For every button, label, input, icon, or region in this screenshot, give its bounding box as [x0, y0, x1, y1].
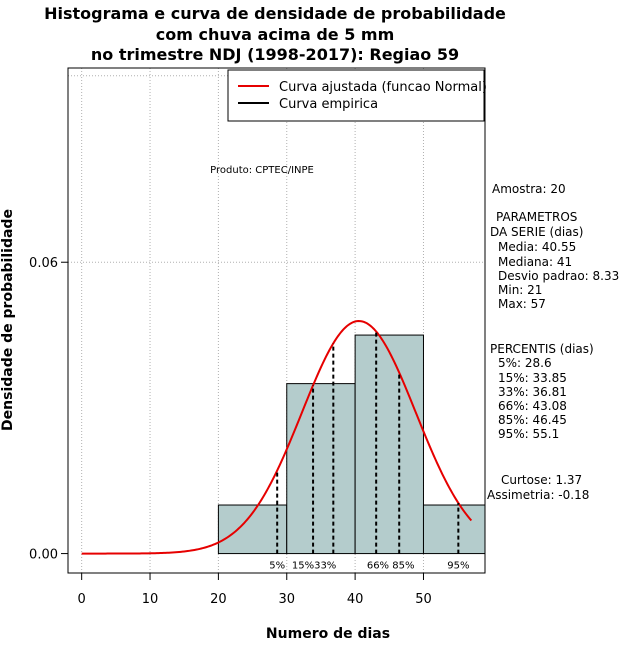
x-axis-title: Numero de dias: [266, 626, 390, 642]
stat-mediana: Mediana: 41: [498, 255, 573, 269]
stat-amostra: Amostra: 20: [492, 182, 566, 196]
percentile-label-2: 66% 85%: [367, 561, 415, 572]
x-tick-label-4: 40: [347, 592, 364, 607]
normal-fit-curve: [81, 320, 473, 555]
y-tick-label-0: 0.00: [29, 548, 58, 563]
stat-media: Media: 40.55: [498, 240, 577, 254]
x-tick-label-2: 20: [210, 592, 227, 607]
stat-parametros-title: PARAMETROS: [496, 210, 578, 224]
x-tick-label-5: 50: [415, 592, 432, 607]
stat-p5: 5%: 28.6: [498, 356, 552, 370]
y-axis-title: Densidade de probabilidade: [0, 209, 16, 431]
chart-title-line-2: com chuva acima de 5 mm: [155, 25, 395, 44]
legend: Curva ajustada (funcao Normal) Curva emp…: [227, 69, 487, 122]
percentile-label-3: 95%: [447, 561, 469, 572]
stat-p95: 95%: 55.1: [498, 427, 560, 441]
stat-max: Max: 57: [498, 297, 546, 311]
stat-curtose: Curtose: 1.37: [501, 473, 583, 487]
percentile-label-1: 15%33%: [292, 561, 336, 572]
stat-p33: 33%: 36.81: [498, 385, 567, 399]
chart-title-line-1: Histograma e curva de densidade de proba…: [44, 4, 506, 23]
y-tick-label-1: 0.06: [29, 256, 58, 271]
stat-assimetria: Assimetria: -0.18: [487, 488, 590, 502]
x-tick-label-1: 10: [142, 592, 159, 607]
percentile-label-0: 5%: [269, 561, 285, 572]
histogram-bar-3: [422, 504, 486, 555]
legend-box: [227, 69, 485, 122]
stat-min: Min: 21: [498, 283, 543, 297]
stat-p85: 85%: 46.45: [498, 413, 567, 427]
x-tick-label-0: 0: [78, 592, 86, 607]
x-tick-label-3: 30: [278, 592, 295, 607]
stat-parametros-subtitle: DA SERIE (dias): [490, 225, 584, 239]
stat-p15: 15%: 33.85: [498, 371, 567, 385]
stat-percentis-title: PERCENTIS (dias): [490, 342, 594, 356]
histogram-bar-1: [286, 383, 356, 555]
legend-label-normal: Curva ajustada (funcao Normal): [279, 80, 487, 95]
histogram-bar-2: [354, 334, 424, 555]
chart-title-line-3: no trimestre NDJ (1998-2017): Regiao 59: [90, 45, 460, 64]
stat-desvio: Desvio padrao: 8.33: [498, 269, 620, 283]
stat-p66: 66%: 43.08: [498, 399, 567, 413]
legend-label-empirical: Curva empirica: [279, 97, 378, 112]
product-annotation: Produto: CPTEC/INPE: [210, 165, 314, 176]
